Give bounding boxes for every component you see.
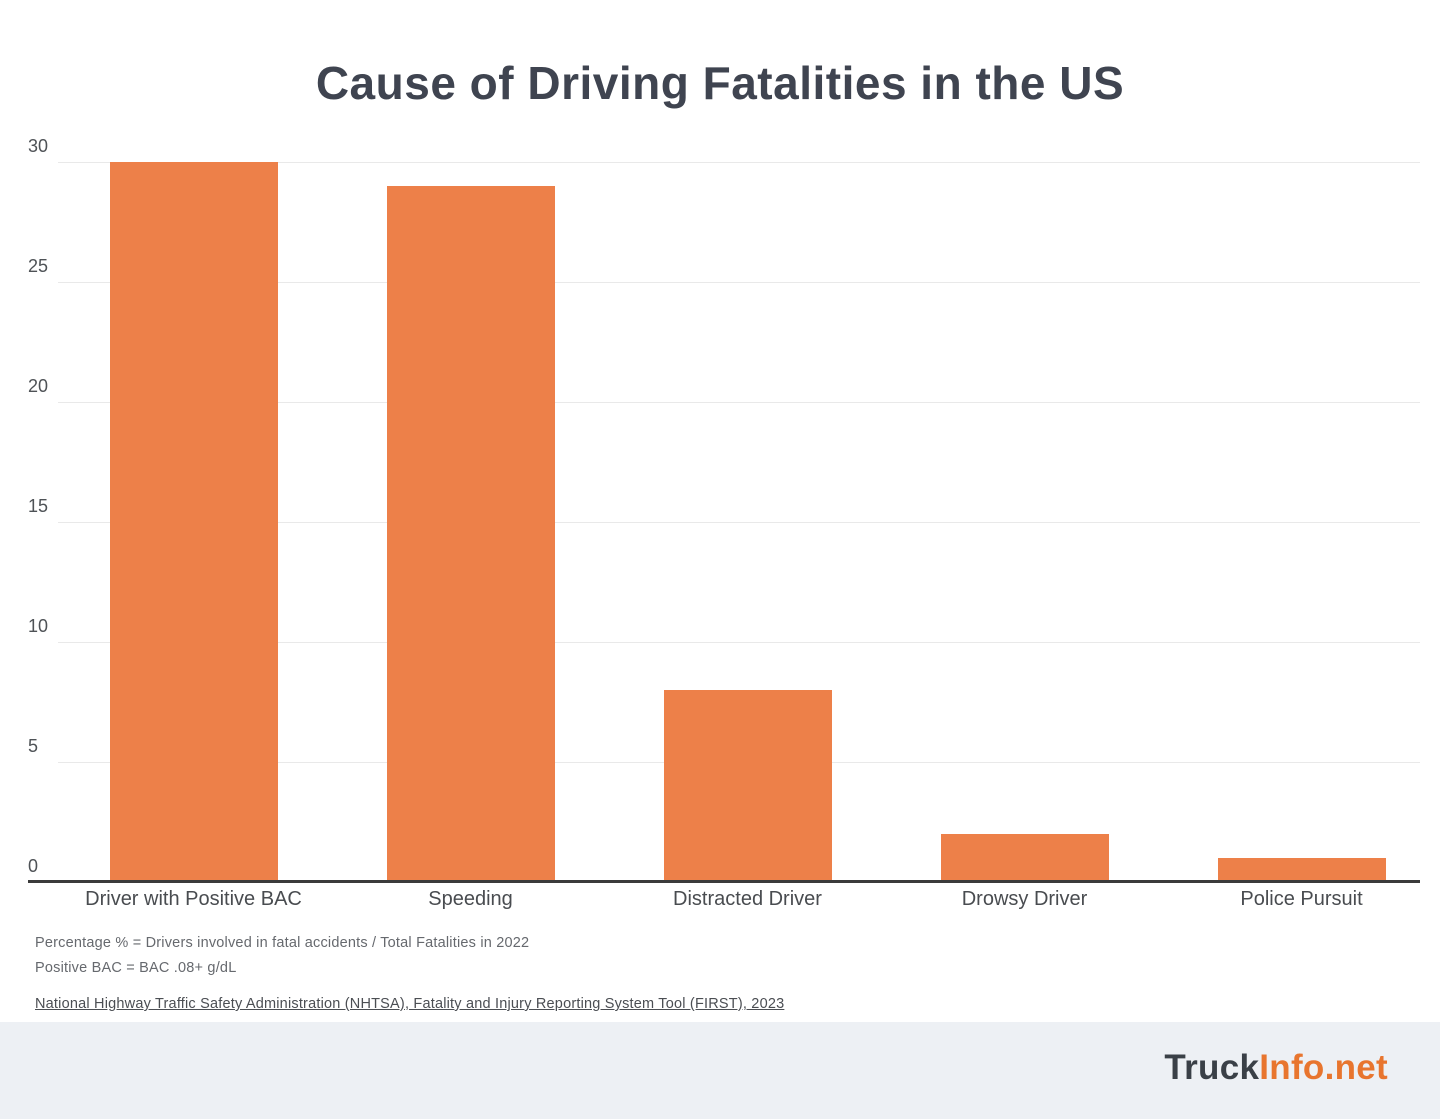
x-axis-label-driver-with-positive-bac: Driver with Positive BAC <box>85 888 302 910</box>
gridline-y-25 <box>58 282 1420 283</box>
bar-speeding <box>386 186 555 882</box>
y-axis-tick-30: 30 <box>28 136 49 156</box>
gridline-y-10 <box>58 642 1420 643</box>
x-axis-label-police-pursuit: Police Pursuit <box>1240 888 1363 910</box>
bar-drowsy-driver <box>940 834 1109 882</box>
footer-band: TruckInfo.net <box>0 1022 1440 1119</box>
y-axis-tick-15: 15 <box>28 496 49 516</box>
footnote-bac-definition: Positive BAC = BAC .08+ g/dL <box>35 960 237 976</box>
y-axis-tick-0: 0 <box>28 856 39 876</box>
y-axis-tick-20: 20 <box>28 376 49 396</box>
truckinfo-logo: TruckInfo.net <box>1164 1048 1388 1088</box>
y-axis-tick-25: 25 <box>28 256 49 276</box>
gridline-y-20 <box>58 402 1420 403</box>
y-axis-tick-10: 10 <box>28 616 49 636</box>
x-axis-line <box>28 880 1420 883</box>
bar-police-pursuit <box>1217 858 1386 882</box>
logo-text-info-net: Info.net <box>1259 1048 1388 1087</box>
gridline-y-30 <box>58 162 1420 163</box>
bar-driver-with-positive-bac <box>109 162 278 882</box>
x-axis-label-speeding: Speeding <box>428 888 513 910</box>
source-citation-link[interactable]: National Highway Traffic Safety Administ… <box>35 996 785 1012</box>
bar-distracted-driver <box>663 690 832 882</box>
footnote-percentage-definition: Percentage % = Drivers involved in fatal… <box>35 935 530 951</box>
x-axis-label-drowsy-driver: Drowsy Driver <box>961 888 1088 910</box>
x-axis-label-distracted-driver: Distracted Driver <box>673 888 822 910</box>
gridline-y-15 <box>58 522 1420 523</box>
chart-title: Cause of Driving Fatalities in the US <box>315 57 1125 109</box>
logo-text-truck: Truck <box>1164 1048 1260 1087</box>
y-axis-tick-5: 5 <box>28 736 39 756</box>
